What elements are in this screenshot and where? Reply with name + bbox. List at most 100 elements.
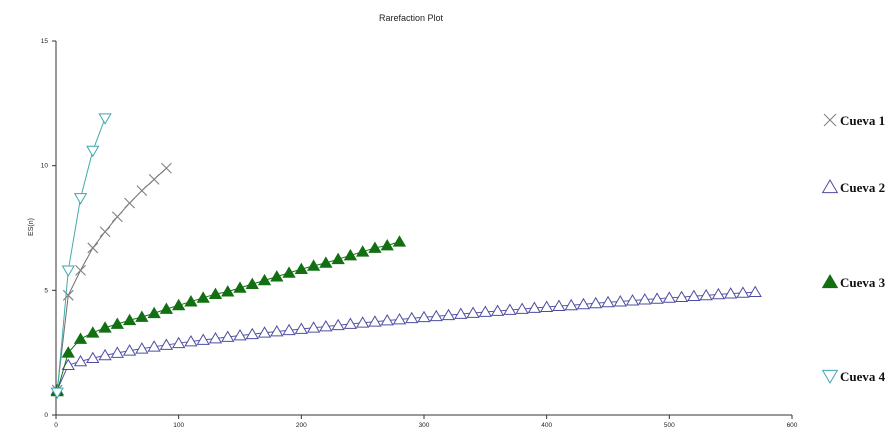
data-point xyxy=(282,266,296,278)
data-point xyxy=(601,295,615,308)
data-point xyxy=(527,301,542,313)
legend-item: Cueva 4 xyxy=(821,369,886,384)
data-point xyxy=(196,333,210,345)
x-tick-label: 600 xyxy=(787,422,798,429)
data-point xyxy=(135,342,149,354)
data-point xyxy=(73,354,88,367)
series-2 xyxy=(50,285,762,395)
data-point xyxy=(110,317,124,329)
data-point xyxy=(86,145,100,158)
x-tick-label: 300 xyxy=(419,422,430,429)
legend-label: Cueva 1 xyxy=(840,113,885,128)
data-point xyxy=(564,298,578,311)
data-point xyxy=(613,295,627,307)
data-point xyxy=(638,293,652,305)
data-point xyxy=(148,173,160,185)
legend-item: Cueva 3 xyxy=(821,274,886,290)
data-point xyxy=(221,330,235,342)
data-point xyxy=(87,242,99,254)
data-point xyxy=(417,310,431,323)
data-point xyxy=(294,262,308,275)
data-point xyxy=(319,256,333,268)
data-point xyxy=(99,226,111,238)
legend-marker xyxy=(821,179,839,194)
x-tick-label: 400 xyxy=(541,422,552,429)
x-tick-label: 200 xyxy=(296,422,307,429)
y-tick-label: 5 xyxy=(44,287,48,294)
data-point xyxy=(687,289,701,301)
data-point xyxy=(184,334,198,347)
data-point xyxy=(270,270,284,282)
data-point xyxy=(110,346,124,358)
data-point xyxy=(392,313,407,325)
data-point xyxy=(122,313,137,326)
data-point xyxy=(147,306,161,319)
data-point xyxy=(699,288,713,301)
data-point xyxy=(282,323,296,336)
data-point xyxy=(208,331,223,344)
data-point xyxy=(111,211,123,223)
data-point xyxy=(136,185,148,196)
chart-title: Rarefaction Plot xyxy=(379,13,444,23)
data-point xyxy=(159,338,174,350)
series-line xyxy=(56,118,106,393)
data-point xyxy=(172,298,186,311)
data-point xyxy=(172,336,186,349)
data-point xyxy=(196,291,210,303)
data-point xyxy=(625,294,640,306)
data-point xyxy=(233,281,247,293)
data-point xyxy=(662,291,676,303)
series-line xyxy=(56,291,756,391)
data-point xyxy=(711,287,726,300)
data-point xyxy=(86,351,100,364)
legend-marker xyxy=(823,113,837,127)
series-line xyxy=(56,167,167,391)
data-point xyxy=(380,238,394,251)
data-point xyxy=(98,348,112,361)
data-point xyxy=(405,311,419,324)
legend-label: Cueva 3 xyxy=(840,275,886,290)
data-point xyxy=(441,308,456,321)
data-point xyxy=(98,321,112,333)
data-point xyxy=(356,316,370,328)
data-point xyxy=(331,252,345,265)
y-axis-label: ES(n) xyxy=(28,218,35,236)
series-line xyxy=(56,241,400,392)
legend-label: Cueva 2 xyxy=(840,180,885,195)
data-point xyxy=(221,285,235,297)
data-point xyxy=(73,193,88,205)
x-tick-label: 0 xyxy=(54,422,58,429)
data-point xyxy=(319,319,333,332)
series-3 xyxy=(50,235,407,397)
data-point xyxy=(392,235,407,247)
data-point xyxy=(50,387,64,400)
data-point xyxy=(124,197,135,209)
data-point xyxy=(368,241,382,253)
data-point xyxy=(331,318,345,331)
legend-marker xyxy=(821,369,839,384)
data-point xyxy=(724,287,738,299)
data-point xyxy=(454,307,468,319)
legend-item: Cueva 2 xyxy=(821,179,885,195)
data-point xyxy=(270,324,284,337)
legend: Cueva 1 Cueva 2 Cueva 3 Cueva 4 xyxy=(821,113,886,384)
series-layer xyxy=(50,113,762,400)
data-point xyxy=(73,332,88,344)
data-point xyxy=(208,287,223,299)
data-point xyxy=(61,346,75,358)
data-point xyxy=(135,310,149,322)
data-point xyxy=(748,285,762,297)
data-point xyxy=(515,302,529,314)
data-point xyxy=(540,300,554,312)
data-point xyxy=(343,317,358,329)
data-point xyxy=(736,286,750,298)
data-point xyxy=(576,297,591,310)
data-point xyxy=(245,327,259,340)
data-point xyxy=(233,328,247,341)
data-point xyxy=(466,306,480,318)
data-point xyxy=(429,309,443,322)
data-point xyxy=(503,303,517,315)
data-point xyxy=(552,299,566,311)
data-point xyxy=(589,296,603,309)
